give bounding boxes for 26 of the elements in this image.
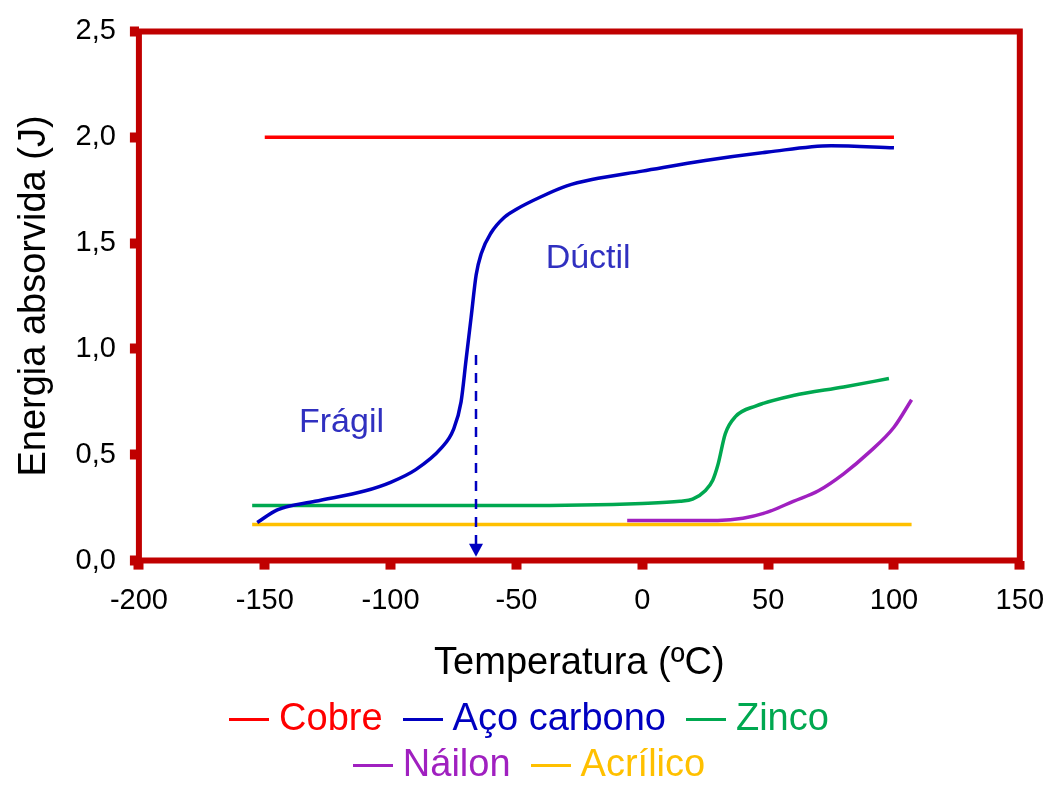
x-tick-label: -50 [495,583,538,615]
x-tick-label: -150 [235,583,294,615]
line-series [255,143,896,525]
line-series [625,397,914,523]
y-axis-title: Energia absorvida (J) [11,115,54,477]
annotation: Dúctil [545,237,631,276]
x-tick-label: -100 [361,583,420,615]
y-tick-label: 2,0 [75,119,116,152]
x-tick-label: 50 [751,583,785,615]
legend-label: Aço carbono [452,696,666,738]
x-axis-title: Temperatura (ºC) [434,639,725,682]
x-tick-label: 0 [634,583,651,615]
legend-label: Cobre [279,696,383,738]
x-tick-label: -200 [109,583,168,615]
y-tick-label: 1,0 [75,330,116,363]
y-tick-label: 0,0 [75,542,116,575]
legend-label: Zinco [735,696,829,738]
legend-label: Náilon [402,742,511,784]
legend-label: Acrílico [580,742,706,784]
annotation: Frágil [299,401,385,440]
x-tick-label: 100 [869,583,919,615]
line-series [250,376,891,508]
x-tick-label: 150 [995,583,1044,615]
y-tick-label: 1,5 [75,225,116,258]
y-tick-label: 0,5 [75,436,116,469]
y-tick-label: 2,5 [75,13,116,46]
